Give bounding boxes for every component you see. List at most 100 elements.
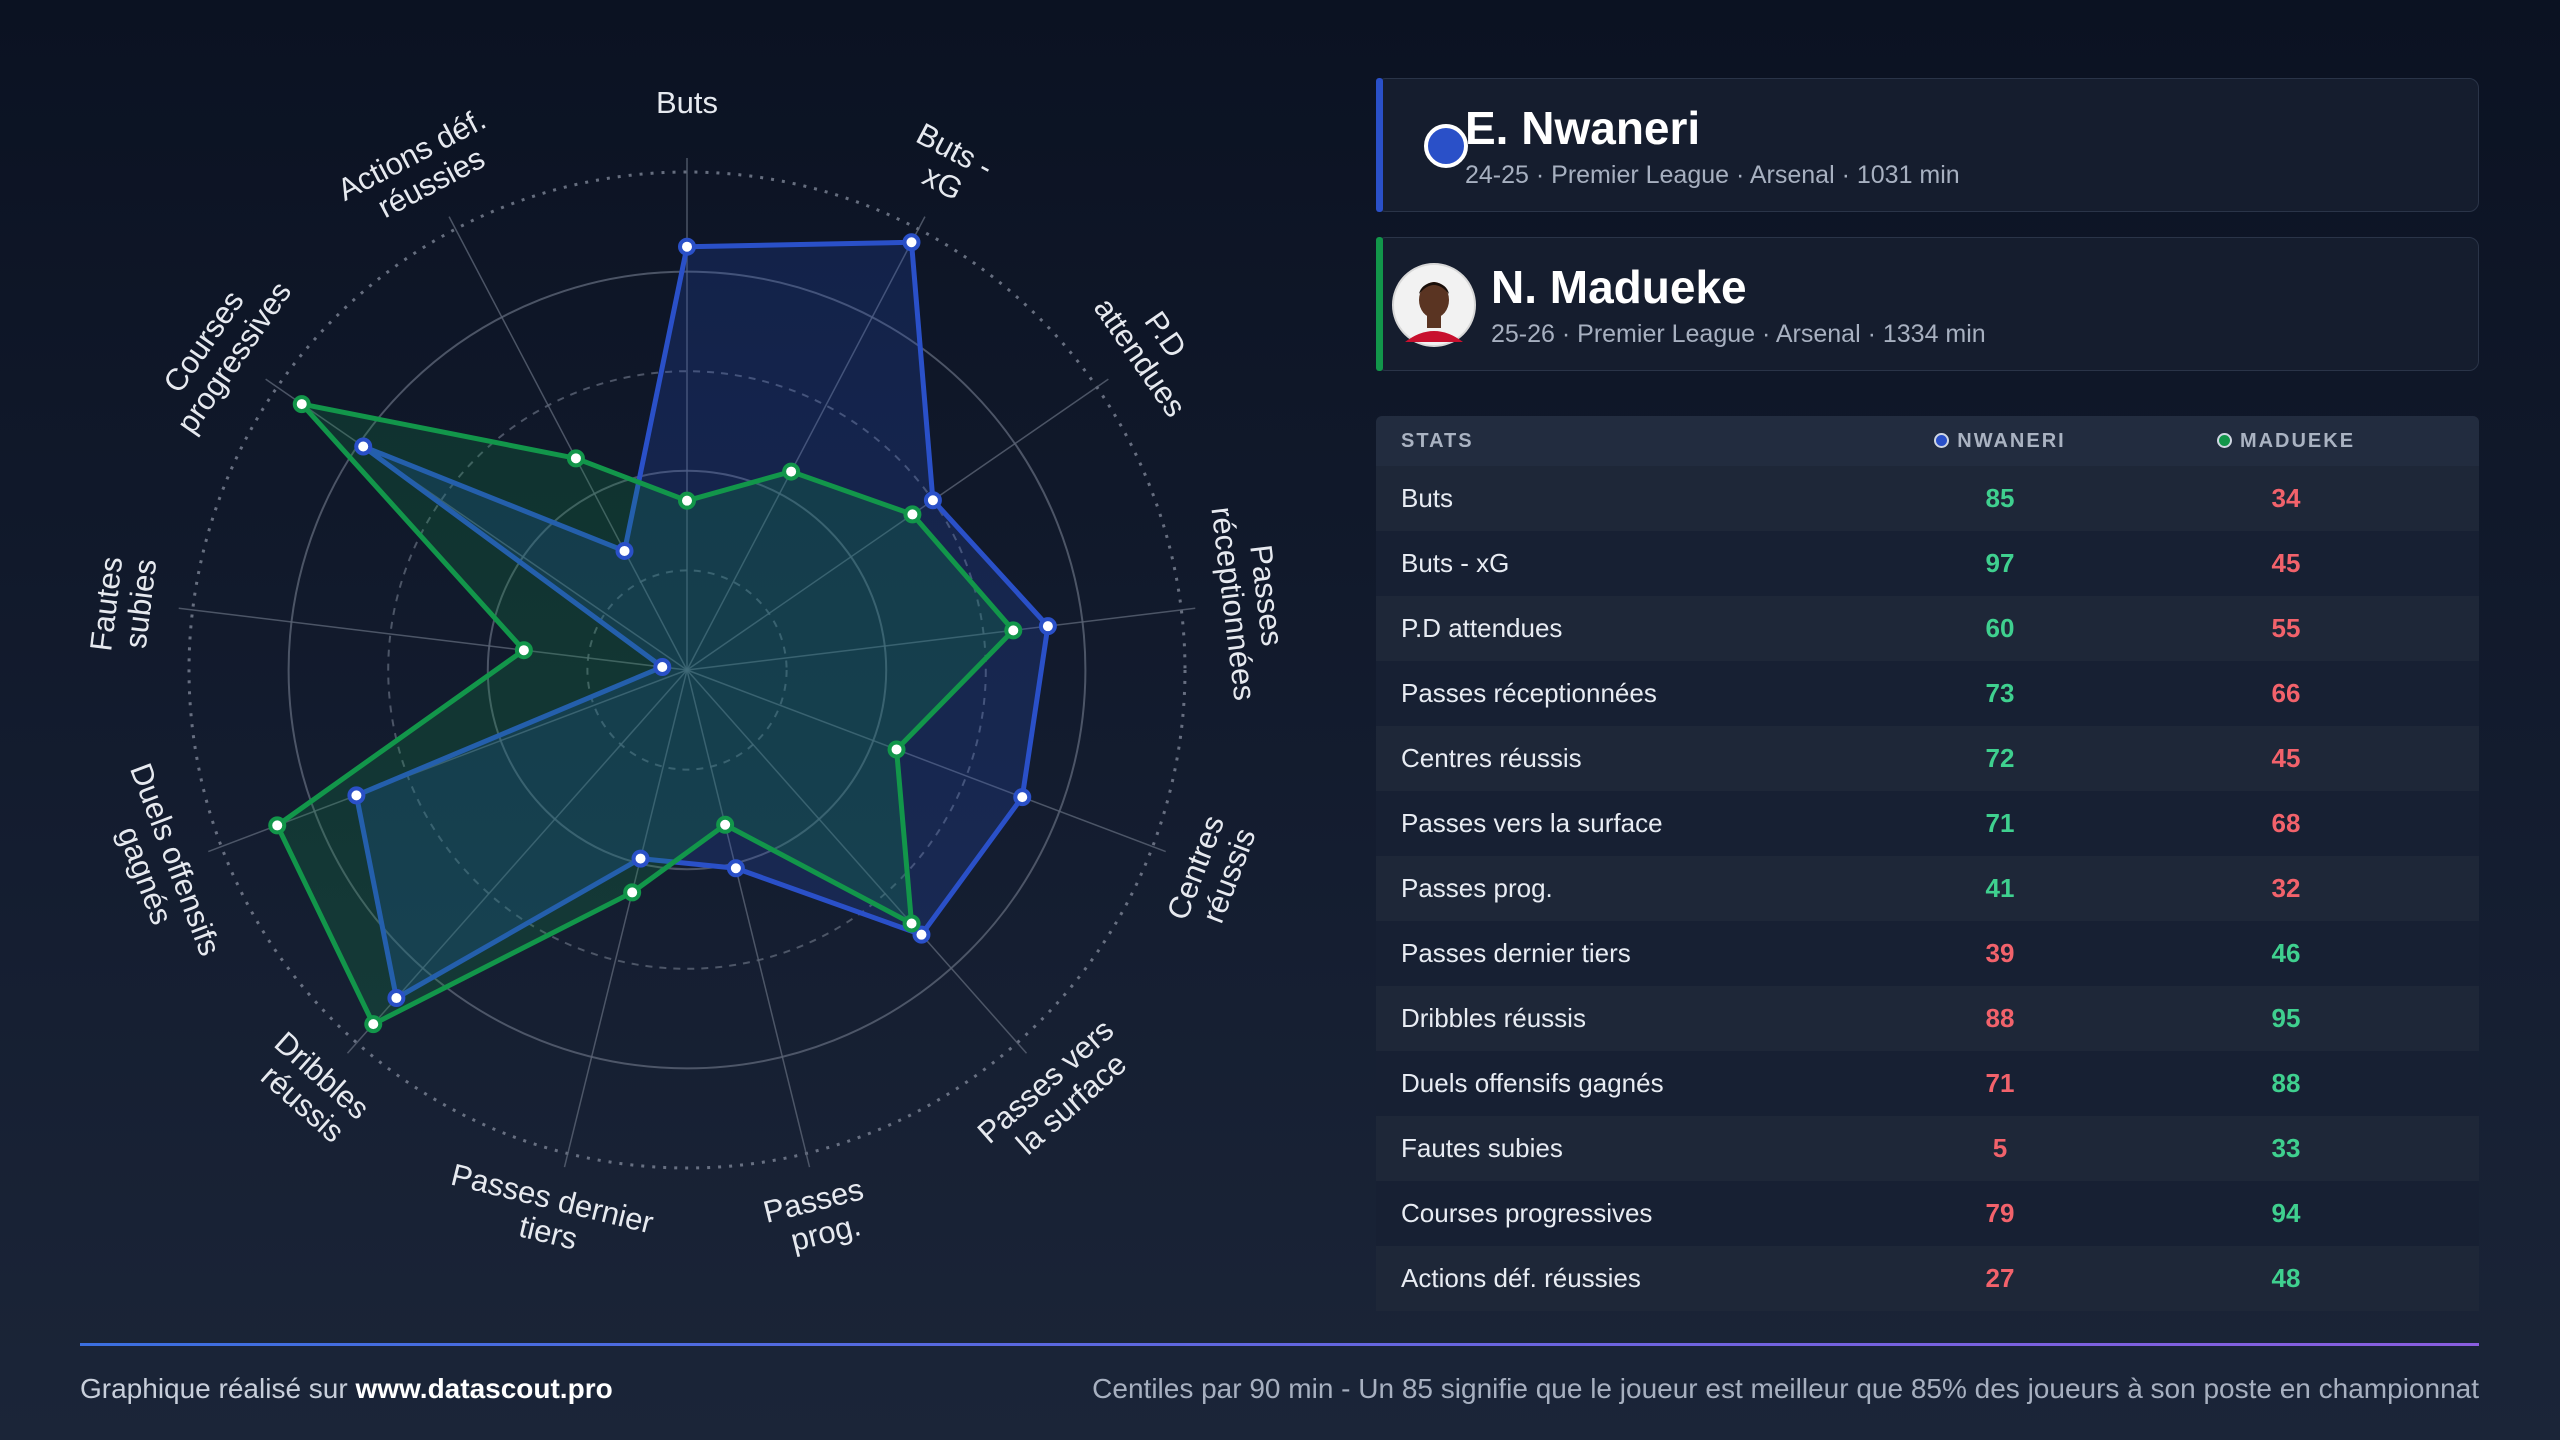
spoke	[686, 607, 1196, 671]
stat-value: 73	[1985, 678, 2015, 708]
table-row: Passes vers la surface 71 68	[1376, 791, 2479, 856]
stat-name: Buts	[1401, 483, 1454, 513]
stat-value: 97	[1985, 548, 2015, 578]
data-point	[364, 1015, 383, 1034]
table-header: STATS NWANERI MADUEKE	[1376, 416, 2479, 466]
spoke	[265, 378, 688, 671]
stat-value: 46	[2271, 938, 2301, 968]
stat-value: 45	[2271, 548, 2301, 578]
data-point	[887, 740, 906, 759]
table-row: Passes prog. 41 32	[1376, 856, 2479, 921]
data-point	[354, 437, 373, 456]
data-point	[1004, 621, 1023, 640]
axis-label: Duels offensifs gagnés	[91, 758, 230, 980]
legend-label: NWANERI	[1957, 430, 2066, 452]
axis-label: Passes prog.	[760, 1170, 884, 1263]
data-point	[782, 462, 801, 481]
axis-label: Dribbles réussis	[245, 1025, 382, 1158]
radar-chart: Buts Buts - xG P.D attendues Passes récepti…	[83, 85, 1296, 1276]
axis-label: Centres réussis	[1160, 803, 1266, 937]
data-point	[726, 859, 745, 878]
stat-value: 27	[1985, 1263, 2015, 1293]
stat-value: 41	[1985, 873, 2015, 903]
table-row: Duels offensifs gagnés 71 88	[1376, 1051, 2479, 1116]
stats-table: STATS NWANERI MADUEKE Buts 85 34 Buts - xG 9…	[1376, 416, 2479, 1311]
grid-ring	[387, 370, 987, 970]
header-cell: MADUEKE	[2186, 416, 2386, 466]
data-point	[678, 491, 696, 510]
data-point	[653, 657, 672, 676]
legend-label: MADUEKE	[2239, 430, 2356, 452]
axis-label: Passes dernier tiers	[440, 1157, 666, 1276]
header-cell: NWANERI	[1900, 416, 2100, 466]
stat-value: 5	[1992, 1133, 2008, 1163]
stat-value: 55	[2271, 613, 2301, 643]
data-point	[566, 449, 585, 468]
spoke	[686, 378, 1109, 671]
stat-name: P.D attendues	[1401, 613, 1563, 643]
series-area	[274, 401, 1016, 1027]
stat-value: 68	[2271, 808, 2301, 838]
spoke	[563, 669, 688, 1168]
stat-name: Actions déf. réussies	[1401, 1263, 1641, 1293]
table-row: Buts 85 34	[1376, 466, 2479, 531]
stat-name: Centres réussis	[1401, 743, 1582, 773]
table-row: P.D attendues 60 55	[1376, 596, 2479, 661]
stat-value: 32	[2271, 873, 2301, 903]
spoke	[686, 669, 1166, 853]
table-row: Actions déf. réussies 27 48	[1376, 1246, 2479, 1311]
player-marker	[1424, 124, 1468, 168]
stat-value: 39	[1985, 938, 2015, 968]
data-point	[623, 883, 642, 902]
stat-value: 79	[1985, 1198, 2015, 1228]
stat-value: 72	[1985, 743, 2015, 773]
stat-value: 71	[1985, 1068, 2015, 1098]
axis-label: P.D attendues	[1087, 272, 1221, 423]
stat-name: Buts - xG	[1401, 548, 1510, 578]
spoke	[346, 669, 688, 1054]
stat-name: Courses progressives	[1401, 1198, 1653, 1228]
table-row: Passes réceptionnées 73 66	[1376, 661, 2479, 726]
table-row: Dribbles réussis 88 95	[1376, 986, 2479, 1051]
stat-name: Passes réceptionnées	[1401, 678, 1657, 708]
player-name: N. Madueke	[1491, 261, 1747, 313]
data-point	[1013, 788, 1032, 807]
player-photo	[1392, 263, 1476, 347]
player-card: N. Madueke 25-26 · Premier League · Arse…	[1376, 237, 2479, 371]
header-cell: STATS	[1401, 430, 1474, 452]
stat-name: Fautes subies	[1401, 1133, 1563, 1163]
data-point	[268, 816, 287, 835]
table-row: Buts - xG 97 45	[1376, 531, 2479, 596]
legend-dot	[1934, 433, 1950, 448]
data-point	[1038, 617, 1057, 636]
data-point	[631, 849, 650, 868]
player-name: E. Nwaneri	[1465, 102, 1701, 154]
stat-name: Passes dernier tiers	[1401, 938, 1631, 968]
legend-dot	[2216, 433, 2232, 448]
table-row: Fautes subies 5 33	[1376, 1116, 2479, 1181]
footnote: Centiles par 90 min - Un 85 signifie que…	[1092, 1373, 2479, 1404]
credit-prefix: Graphique réalisé sur	[80, 1373, 348, 1404]
stat-value: 66	[2271, 678, 2301, 708]
divider	[80, 1343, 2479, 1346]
data-point	[387, 989, 406, 1008]
data-point	[347, 786, 366, 805]
credit: Graphique réalisé sur www.datascout.pro	[80, 1373, 613, 1405]
spoke	[686, 669, 811, 1168]
player-details: 24-25 · Premier League · Arsenal · 1031 …	[1465, 161, 1960, 189]
stat-name: Duels offensifs gagnés	[1401, 1068, 1664, 1098]
data-point	[514, 641, 533, 660]
stat-value: 95	[2271, 1003, 2301, 1033]
stat-value: 88	[1985, 1003, 2015, 1033]
stat-value: 88	[2271, 1068, 2301, 1098]
spoke	[686, 216, 926, 671]
stat-value: 45	[2271, 743, 2301, 773]
stat-name: Passes vers la surface	[1401, 808, 1663, 838]
spoke	[178, 607, 688, 671]
axis-label: Buts - xG	[895, 116, 1006, 219]
axis-label: Passes réceptionnées	[1204, 501, 1296, 703]
accent	[1376, 78, 1383, 212]
data-point	[923, 491, 942, 510]
series-area	[353, 239, 1051, 1001]
